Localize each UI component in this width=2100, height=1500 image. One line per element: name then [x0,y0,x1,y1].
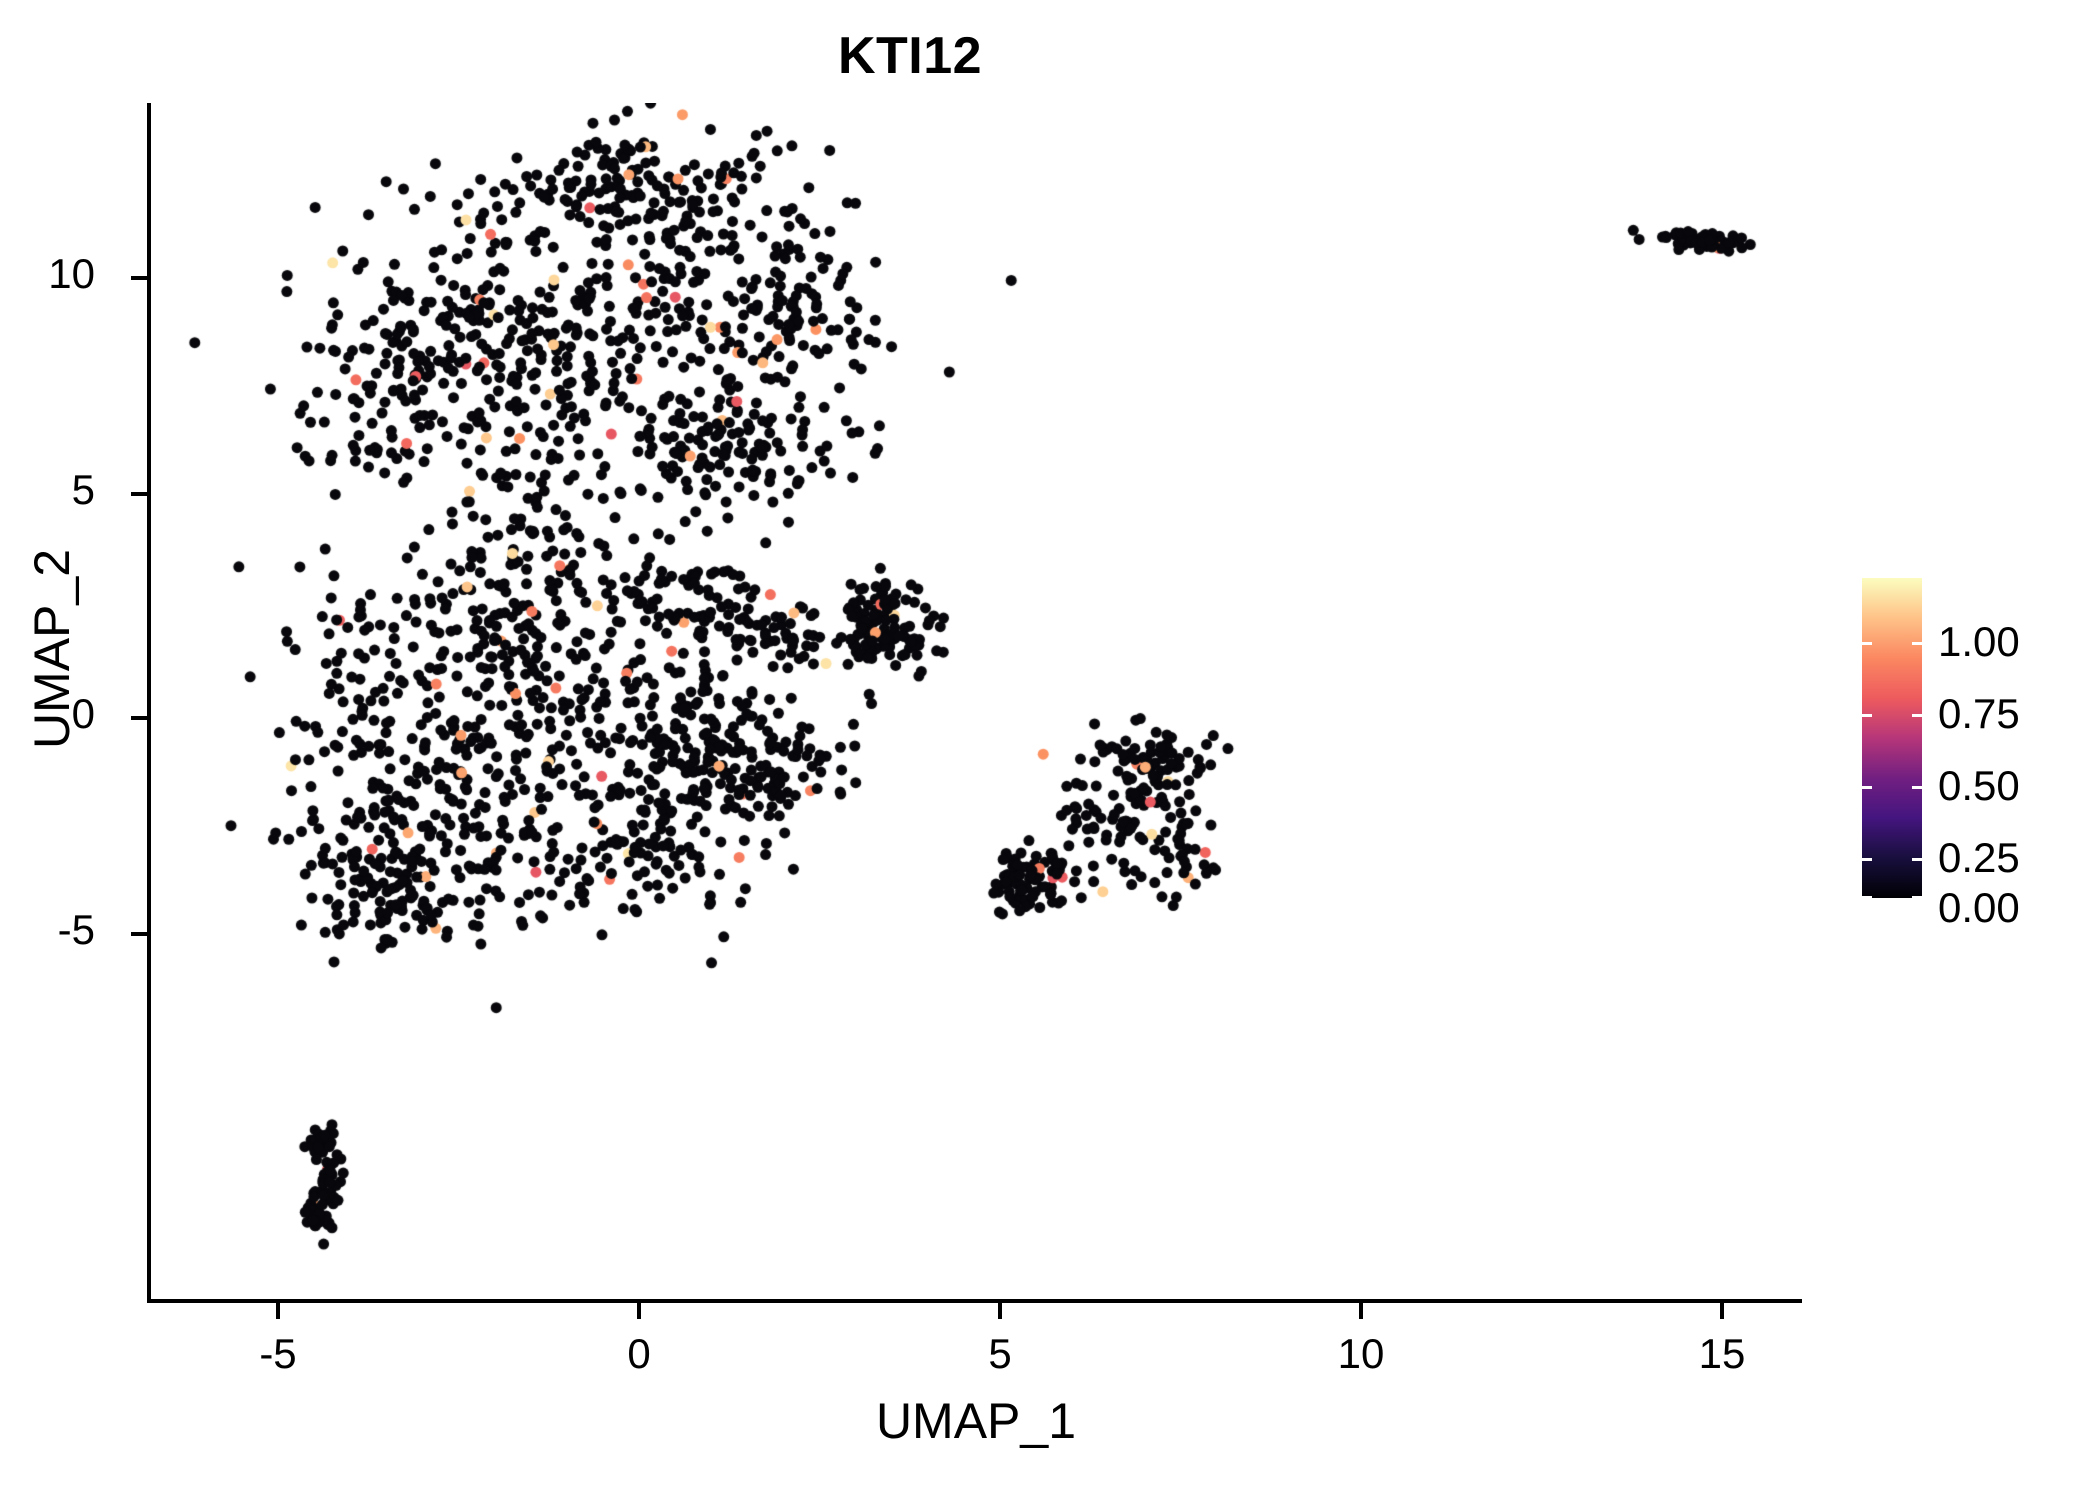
colorbar-tick [1862,896,1872,899]
y-tick-label: 5 [71,466,95,513]
colorbar-label: 0.75 [1938,690,2020,737]
y-tick-mark [131,932,147,936]
x-tick-label: 15 [1698,1330,1746,1377]
y-tick-label: 10 [48,250,95,297]
plot-panel [150,103,1802,1300]
x-axis-title: UMAP_1 [875,1393,1077,1449]
colorbar-legend: 1.00 0.75 0.50 0.25 0.00 [1862,578,2082,931]
colorbar-tick [1862,858,1872,861]
x-tick-label: 10 [1337,1330,1385,1377]
colorbar-label: 0.25 [1938,834,2020,881]
page-title: KTI12 [837,27,983,85]
y-tick-mark [131,716,147,720]
x-tick-label: -5 [259,1330,297,1377]
colorbar-tick [1912,714,1922,717]
colorbar-tick [1862,714,1872,717]
colorbar-tick [1862,642,1872,645]
x-tick-mark [276,1303,280,1319]
y-tick-mark [131,492,147,496]
colorbar-tick [1912,786,1922,789]
x-tick-mark [637,1303,641,1319]
x-axis-line [147,1299,1802,1303]
colorbar-label: 0.00 [1938,884,2020,931]
colorbar-tick [1912,896,1922,899]
y-tick-label: -5 [57,906,95,953]
x-tick-mark [1720,1303,1724,1319]
y-axis-title: UMAP_2 [24,548,80,750]
colorbar-gradient [1862,578,1922,898]
x-tick-mark [998,1303,1002,1319]
y-axis-line [147,103,151,1303]
colorbar-tick [1912,642,1922,645]
colorbar-tick [1862,786,1872,789]
colorbar-tick [1912,858,1922,861]
colorbar-label: 0.50 [1938,762,2020,809]
x-tick-label: 0 [627,1330,651,1377]
scatter-points-layer [150,103,1802,1300]
x-tick-label: 5 [988,1330,1012,1377]
y-tick-label: 0 [71,690,95,737]
y-tick-mark [131,276,147,280]
colorbar-label: 1.00 [1938,618,2020,665]
x-tick-mark [1359,1303,1363,1319]
